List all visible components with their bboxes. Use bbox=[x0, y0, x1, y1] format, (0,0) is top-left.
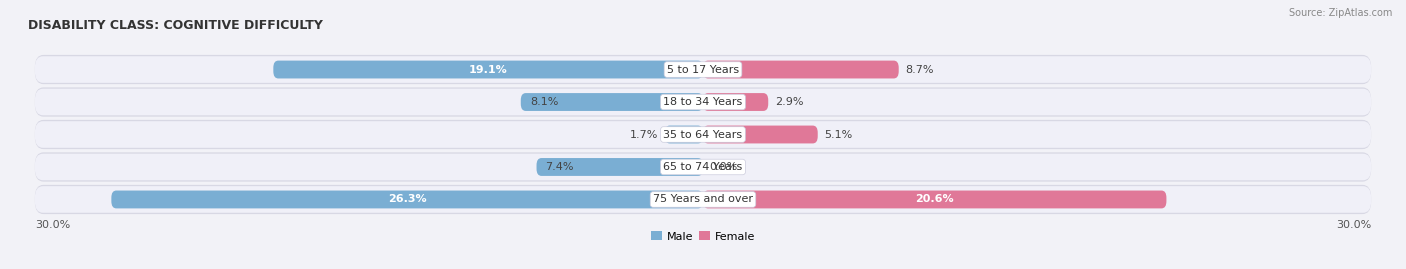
Text: 18 to 34 Years: 18 to 34 Years bbox=[664, 97, 742, 107]
FancyBboxPatch shape bbox=[111, 190, 703, 208]
FancyBboxPatch shape bbox=[703, 190, 1167, 208]
FancyBboxPatch shape bbox=[35, 120, 1371, 149]
Text: 26.3%: 26.3% bbox=[388, 194, 426, 204]
Text: 35 to 64 Years: 35 to 64 Years bbox=[664, 129, 742, 140]
FancyBboxPatch shape bbox=[703, 93, 768, 111]
FancyBboxPatch shape bbox=[520, 93, 703, 111]
Text: 1.7%: 1.7% bbox=[630, 129, 658, 140]
Text: 7.4%: 7.4% bbox=[546, 162, 574, 172]
Text: 65 to 74 Years: 65 to 74 Years bbox=[664, 162, 742, 172]
Text: 5 to 17 Years: 5 to 17 Years bbox=[666, 65, 740, 75]
Text: 19.1%: 19.1% bbox=[468, 65, 508, 75]
Text: 8.1%: 8.1% bbox=[530, 97, 558, 107]
Text: DISABILITY CLASS: COGNITIVE DIFFICULTY: DISABILITY CLASS: COGNITIVE DIFFICULTY bbox=[28, 19, 323, 32]
Text: 5.1%: 5.1% bbox=[824, 129, 852, 140]
FancyBboxPatch shape bbox=[35, 121, 1371, 148]
Legend: Male, Female: Male, Female bbox=[647, 227, 759, 246]
FancyBboxPatch shape bbox=[35, 56, 1371, 83]
Text: 75 Years and over: 75 Years and over bbox=[652, 194, 754, 204]
FancyBboxPatch shape bbox=[35, 152, 1371, 182]
Text: 8.7%: 8.7% bbox=[905, 65, 934, 75]
Text: Source: ZipAtlas.com: Source: ZipAtlas.com bbox=[1288, 8, 1392, 18]
Text: 30.0%: 30.0% bbox=[35, 220, 70, 230]
FancyBboxPatch shape bbox=[35, 185, 1371, 214]
FancyBboxPatch shape bbox=[273, 61, 703, 79]
FancyBboxPatch shape bbox=[537, 158, 703, 176]
FancyBboxPatch shape bbox=[35, 154, 1371, 180]
Text: 20.6%: 20.6% bbox=[915, 194, 955, 204]
FancyBboxPatch shape bbox=[35, 89, 1371, 115]
FancyBboxPatch shape bbox=[703, 61, 898, 79]
FancyBboxPatch shape bbox=[35, 186, 1371, 213]
Text: 0.0%: 0.0% bbox=[710, 162, 738, 172]
FancyBboxPatch shape bbox=[35, 55, 1371, 84]
FancyBboxPatch shape bbox=[665, 126, 703, 143]
FancyBboxPatch shape bbox=[35, 87, 1371, 117]
Text: 30.0%: 30.0% bbox=[1336, 220, 1371, 230]
FancyBboxPatch shape bbox=[703, 126, 818, 143]
Text: 2.9%: 2.9% bbox=[775, 97, 803, 107]
